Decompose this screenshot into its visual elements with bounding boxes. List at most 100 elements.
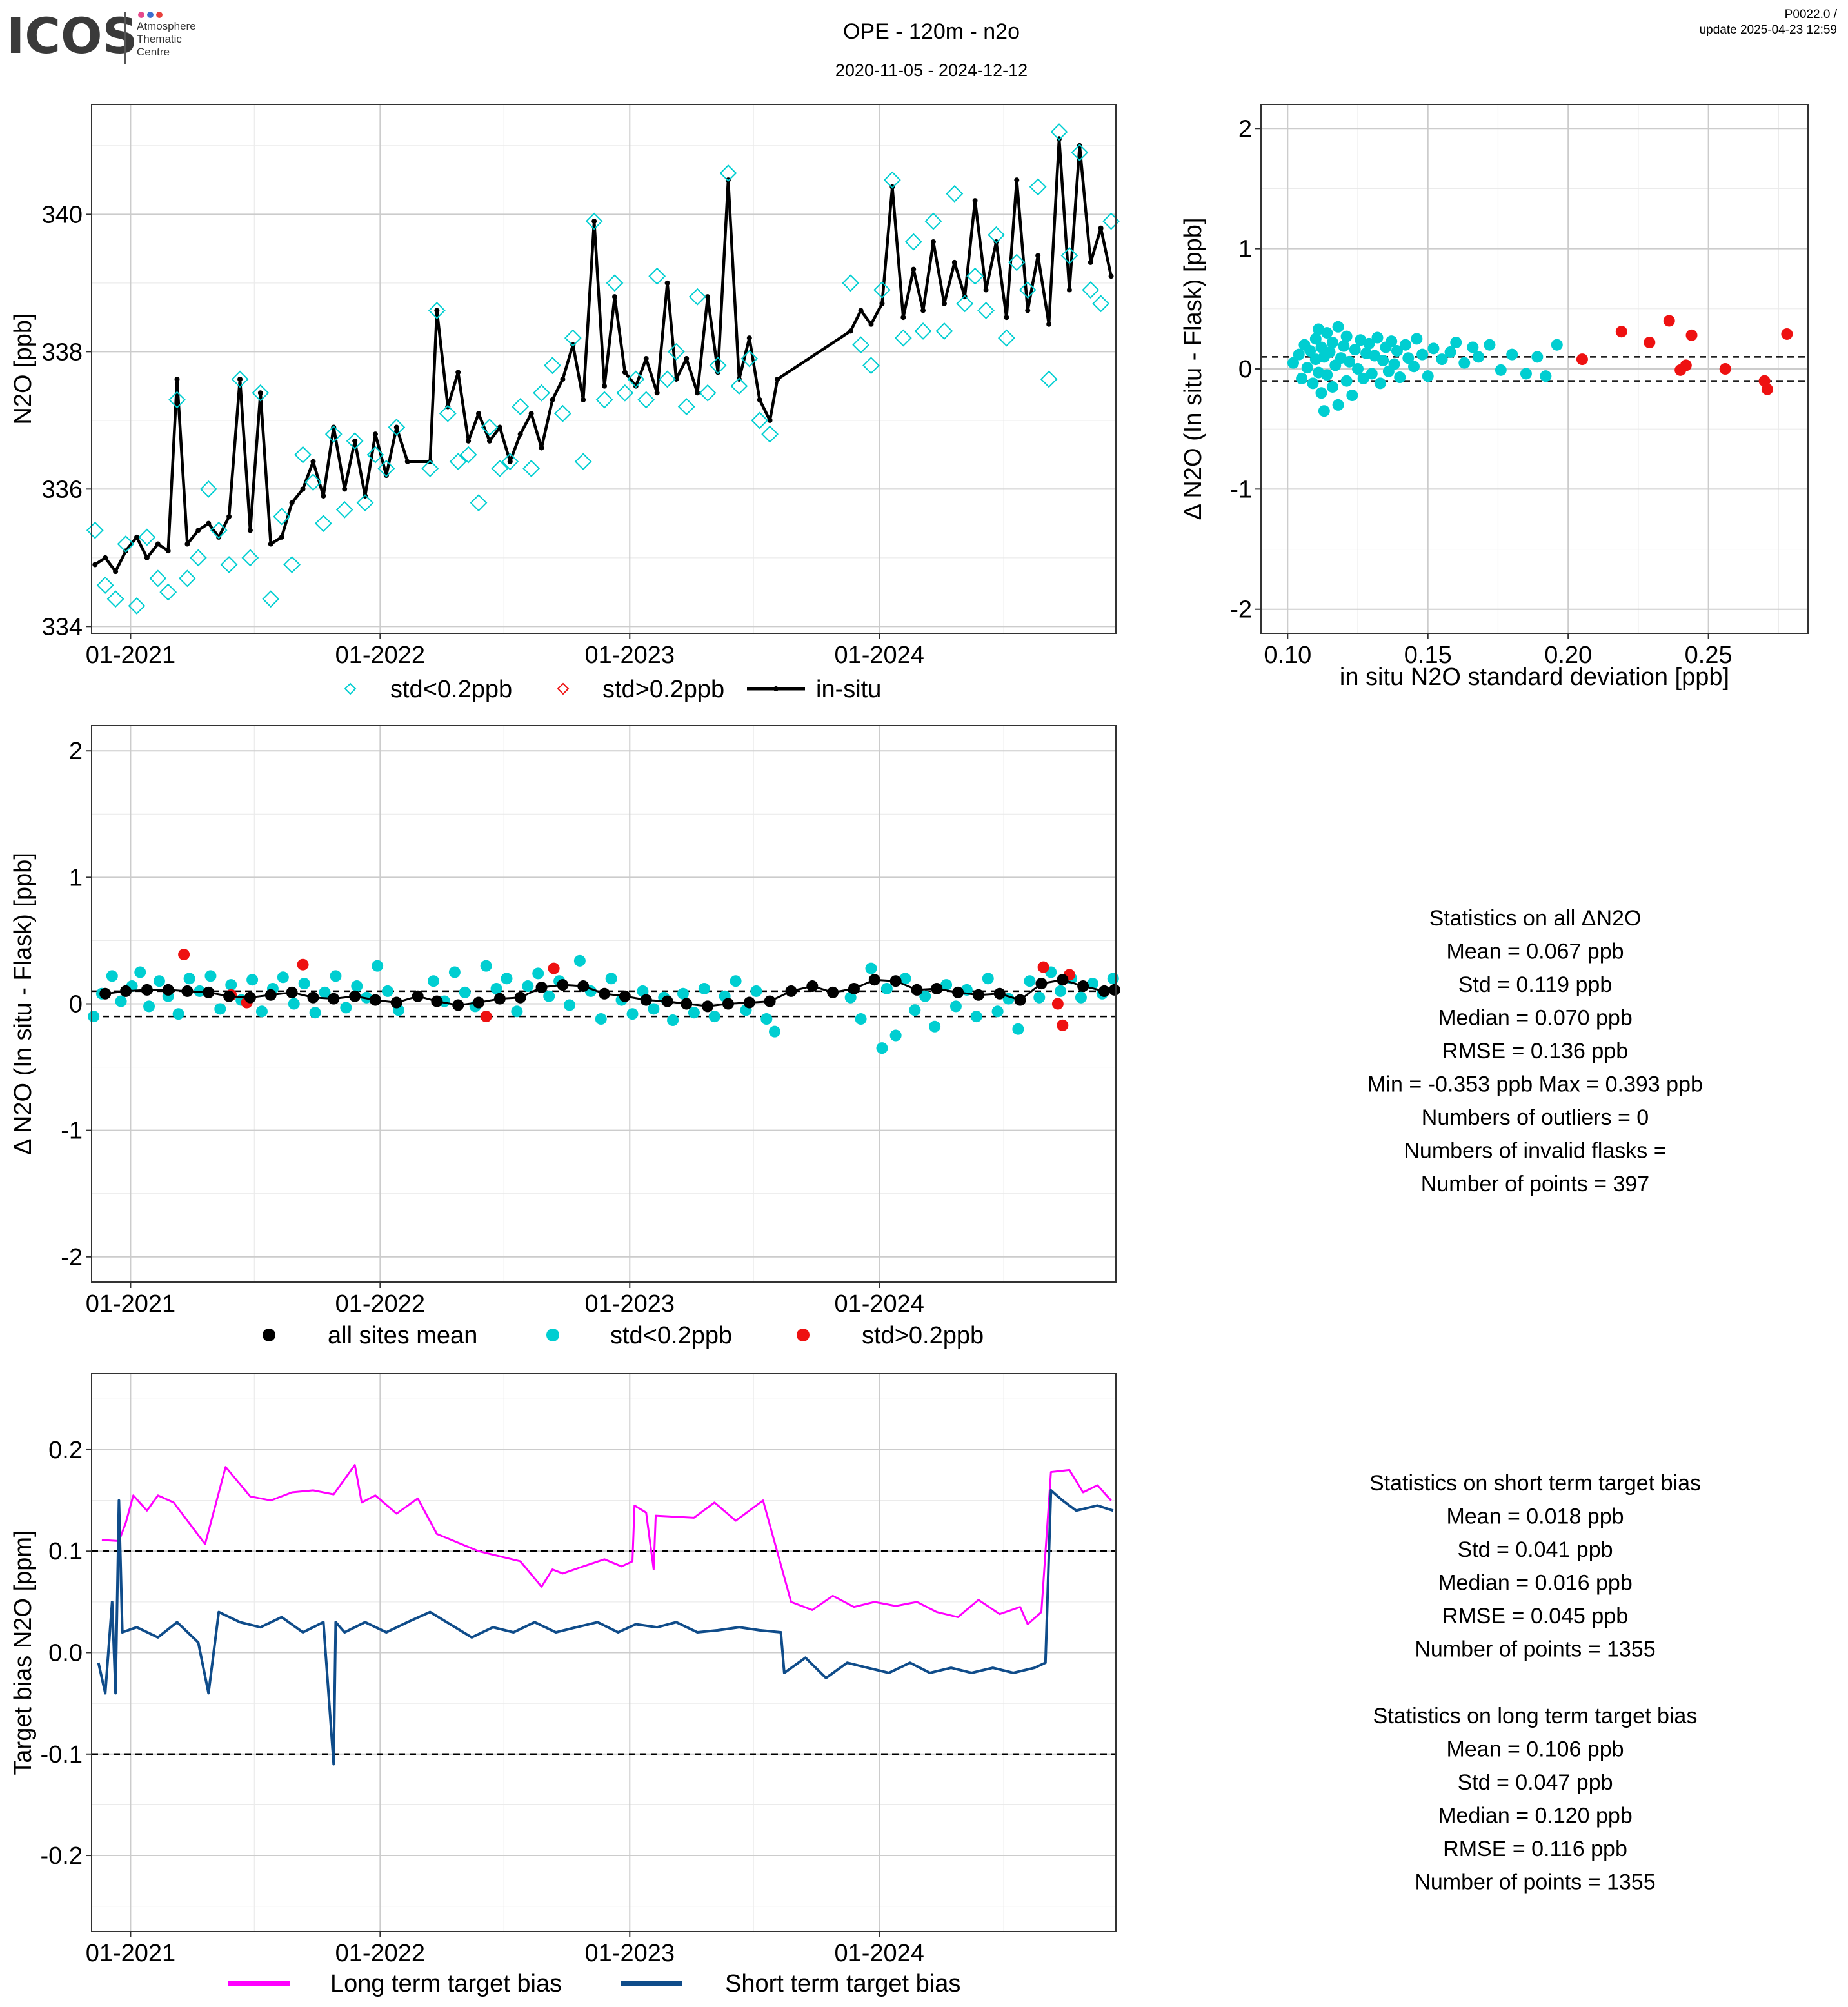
- p3-std-high-point: [480, 1011, 492, 1023]
- p1-std-low-diamond: [1050, 123, 1068, 141]
- p3-std-low-point: [214, 1003, 226, 1015]
- p1-insitu-point: [684, 356, 690, 362]
- p2-std-low-point: [1484, 339, 1496, 351]
- logo-wordmark: ICOS: [6, 7, 137, 64]
- p1-std-low-diamond: [86, 521, 104, 539]
- p3-std-low-point: [1086, 978, 1098, 990]
- p1-insitu-point: [695, 390, 700, 396]
- p3-xtick-label: 01-2024: [834, 1290, 924, 1318]
- p3-mean-point: [702, 1000, 714, 1013]
- p1-std-low-diamond: [324, 425, 343, 443]
- p3-mean-point: [349, 990, 361, 1002]
- p1-std-low-diamond: [688, 288, 706, 306]
- p3-std-low-point: [769, 1025, 781, 1038]
- p3-std-low-point: [372, 960, 384, 972]
- panel-n2o-timeseries: 334 336 338 340 01-2021 01-2022 01-2023 01-2024: [42, 104, 1120, 669]
- p3-std-low-point: [115, 995, 127, 1007]
- p3-mean-point: [868, 974, 880, 986]
- p2-xtick-label: 0.25: [1685, 642, 1733, 669]
- p1-ytick-label: 340: [42, 201, 83, 228]
- p3-mean-point: [99, 987, 112, 1000]
- p1-std-low-diamond: [1040, 370, 1058, 388]
- p1-insitu-point: [643, 356, 649, 362]
- p3-mean-point: [661, 995, 673, 1007]
- p3-mean-point: [162, 984, 174, 996]
- p3-std-low-point: [1055, 985, 1067, 997]
- p1-std-low-diamond: [544, 357, 561, 375]
- stats-long-line: RMSE = 0.116 ppb: [1443, 1837, 1627, 1861]
- p1-std-low-diamond: [439, 404, 457, 422]
- p2-std-low-point: [1467, 341, 1479, 353]
- p1-insitu-point: [497, 424, 502, 430]
- p1-insitu-point: [507, 459, 513, 464]
- p1-std-low-diamond: [220, 556, 238, 573]
- p1-insitu-point: [455, 370, 461, 375]
- p1-std-low-diamond: [648, 267, 666, 285]
- p3-mean-point: [328, 993, 340, 1005]
- p1-std-low-diamond: [677, 398, 695, 415]
- p2-std-low-point: [1551, 339, 1563, 351]
- p1-std-low-diamond: [842, 274, 860, 292]
- p3-legend: all sites mean std<0.2ppb std>0.2ppb: [263, 1322, 984, 1349]
- p1-insitu-point: [113, 569, 119, 575]
- p3-std-low-point: [626, 1008, 639, 1020]
- p3-std-low-point: [480, 960, 492, 972]
- p3-mean-point: [785, 985, 797, 997]
- p3-std-low-point: [708, 1011, 720, 1023]
- p3-std-low-point: [563, 999, 575, 1011]
- p2-std-high-point: [1680, 359, 1692, 371]
- p2-std-low-point: [1495, 364, 1507, 376]
- p1-insitu-point: [705, 294, 711, 300]
- p1-insitu-point: [103, 555, 108, 560]
- p1-std-low-diamond: [252, 384, 270, 402]
- stats-short-line: RMSE = 0.045 ppb: [1442, 1604, 1628, 1628]
- legend-std-low-key: [546, 1329, 559, 1341]
- p3-std-low-point: [153, 975, 165, 987]
- p2-std-low-point: [1399, 339, 1411, 351]
- p3-std-high-point: [178, 949, 190, 961]
- p2-std-low-point: [1427, 342, 1440, 355]
- p3-std-low-point: [172, 1008, 184, 1020]
- p1-std-low-diamond: [988, 226, 1005, 244]
- p2-std-low-point: [1343, 355, 1355, 368]
- legend-std-low-label: std<0.2ppb: [390, 676, 512, 703]
- p1-insitu-point: [300, 486, 306, 492]
- legend-insitu-label: in-situ: [816, 676, 881, 703]
- stats-delta-block: Statistics on all ΔN2O Mean = 0.067 ppb St…: [1367, 906, 1703, 1196]
- p1-insitu-point: [476, 411, 482, 417]
- p3-std-low-point: [991, 1005, 1004, 1018]
- p1-insitu-point: [310, 459, 316, 464]
- p3-std-low-point: [760, 1013, 773, 1025]
- p1-std-low-diamond: [761, 425, 779, 443]
- p1-insitu-point: [1035, 253, 1041, 259]
- p1-std-low-diamond: [366, 446, 384, 464]
- p1-std-low-diamond: [149, 569, 167, 588]
- p3-std-low-point: [143, 1000, 155, 1013]
- p2-ytick-label: 2: [1238, 115, 1252, 143]
- p2-std-low-point: [1307, 377, 1319, 390]
- stats-delta-line: Std = 0.119 ppb: [1458, 973, 1613, 997]
- p1-std-low-diamond: [470, 494, 488, 512]
- p2-std-low-point: [1388, 358, 1400, 370]
- p3-std-low-point: [309, 1007, 321, 1019]
- p1-insitu-point: [848, 328, 853, 334]
- p1-insitu-point: [1098, 225, 1104, 231]
- p1-insitu-point: [321, 493, 326, 499]
- p2-std-low-point: [1313, 323, 1325, 335]
- p3-std-low-point: [351, 980, 363, 993]
- p2-std-low-point: [1363, 337, 1375, 350]
- p1-insitu-point: [165, 548, 171, 554]
- p1-std-low-diamond: [574, 453, 592, 471]
- p2-std-low-point: [1506, 348, 1518, 361]
- p1-std-low-diamond: [388, 419, 406, 436]
- p1-insitu-point: [972, 198, 978, 204]
- p1-insitu-point: [868, 321, 874, 327]
- p3-mean-point: [412, 990, 424, 1002]
- p3-std-low-point: [889, 1029, 902, 1042]
- p3-std-low-point: [730, 975, 742, 987]
- p1-std-low-diamond: [501, 453, 519, 471]
- p3-std-low-point: [899, 973, 911, 985]
- stats-delta-line: Numbers of outliers = 0: [1422, 1105, 1649, 1130]
- p3-std-high-point: [1051, 998, 1064, 1010]
- p1-insitu-point: [372, 431, 378, 437]
